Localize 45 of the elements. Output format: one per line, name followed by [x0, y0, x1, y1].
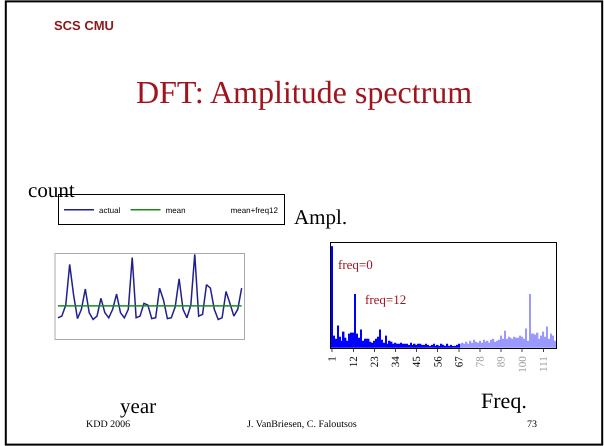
x-tick-label: 56 — [432, 356, 444, 368]
bar — [542, 332, 544, 348]
x-tick-label: 23 — [368, 356, 381, 368]
bar — [360, 330, 362, 348]
bar — [473, 340, 475, 348]
x-tick-label: 67 — [453, 356, 466, 368]
bar — [348, 334, 350, 348]
annotation: freq=0 — [338, 257, 373, 272]
bar — [550, 334, 552, 348]
annotation: freq=12 — [365, 292, 406, 307]
x-axis-title: Freq. — [481, 388, 527, 413]
x-tick-label: 78 — [474, 356, 487, 368]
text: 73 — [527, 419, 537, 430]
bar — [540, 336, 542, 348]
y-axis-title: Ampl. — [294, 205, 348, 229]
x-tick-label: 34 — [390, 356, 402, 368]
bar — [379, 330, 381, 348]
bar — [519, 336, 522, 348]
text: J. VanBriesen, C. Faloutsos — [247, 419, 357, 430]
x-tick-label: 12 — [348, 356, 360, 368]
x-tick-label: 45 — [411, 356, 424, 368]
x-axis-title: year — [120, 394, 156, 418]
x-tick-label: 89 — [496, 356, 508, 368]
x-tick-label: 111 — [538, 356, 550, 372]
bar — [529, 294, 531, 348]
x-tick-label: 1 — [326, 356, 339, 362]
bar — [354, 294, 356, 348]
y-axis-title: count — [28, 178, 75, 202]
text: KDD 2006 — [86, 419, 130, 430]
bar — [546, 326, 548, 348]
bar — [498, 340, 500, 348]
text: mean+freq12 — [230, 206, 279, 215]
bar — [504, 330, 506, 348]
bar — [337, 325, 339, 348]
legend-label: mean — [166, 206, 186, 215]
bar — [525, 328, 527, 348]
bar — [385, 336, 387, 348]
chart-title: DFT: Amplitude spectrum — [136, 74, 472, 110]
x-tick-label: 100 — [516, 356, 529, 373]
bar — [331, 246, 333, 348]
bar — [500, 336, 502, 348]
bar — [552, 336, 554, 348]
bar — [521, 336, 523, 348]
text: SCS CMU — [54, 18, 114, 33]
legend-label: actual — [99, 206, 121, 215]
